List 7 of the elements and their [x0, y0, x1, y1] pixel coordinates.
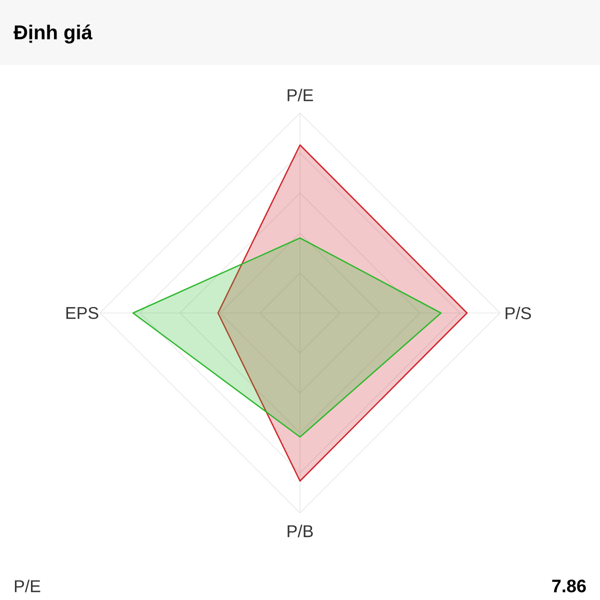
spoke-label: P/S — [506, 306, 531, 320]
chart-title: Định giá — [14, 24, 92, 44]
spoke-label: EPS — [66, 306, 98, 320]
spoke-label: P/E — [288, 88, 313, 102]
text: P/E — [14, 580, 40, 592]
text: 7.86 — [552, 580, 586, 592]
spoke-label: P/B — [288, 524, 313, 538]
